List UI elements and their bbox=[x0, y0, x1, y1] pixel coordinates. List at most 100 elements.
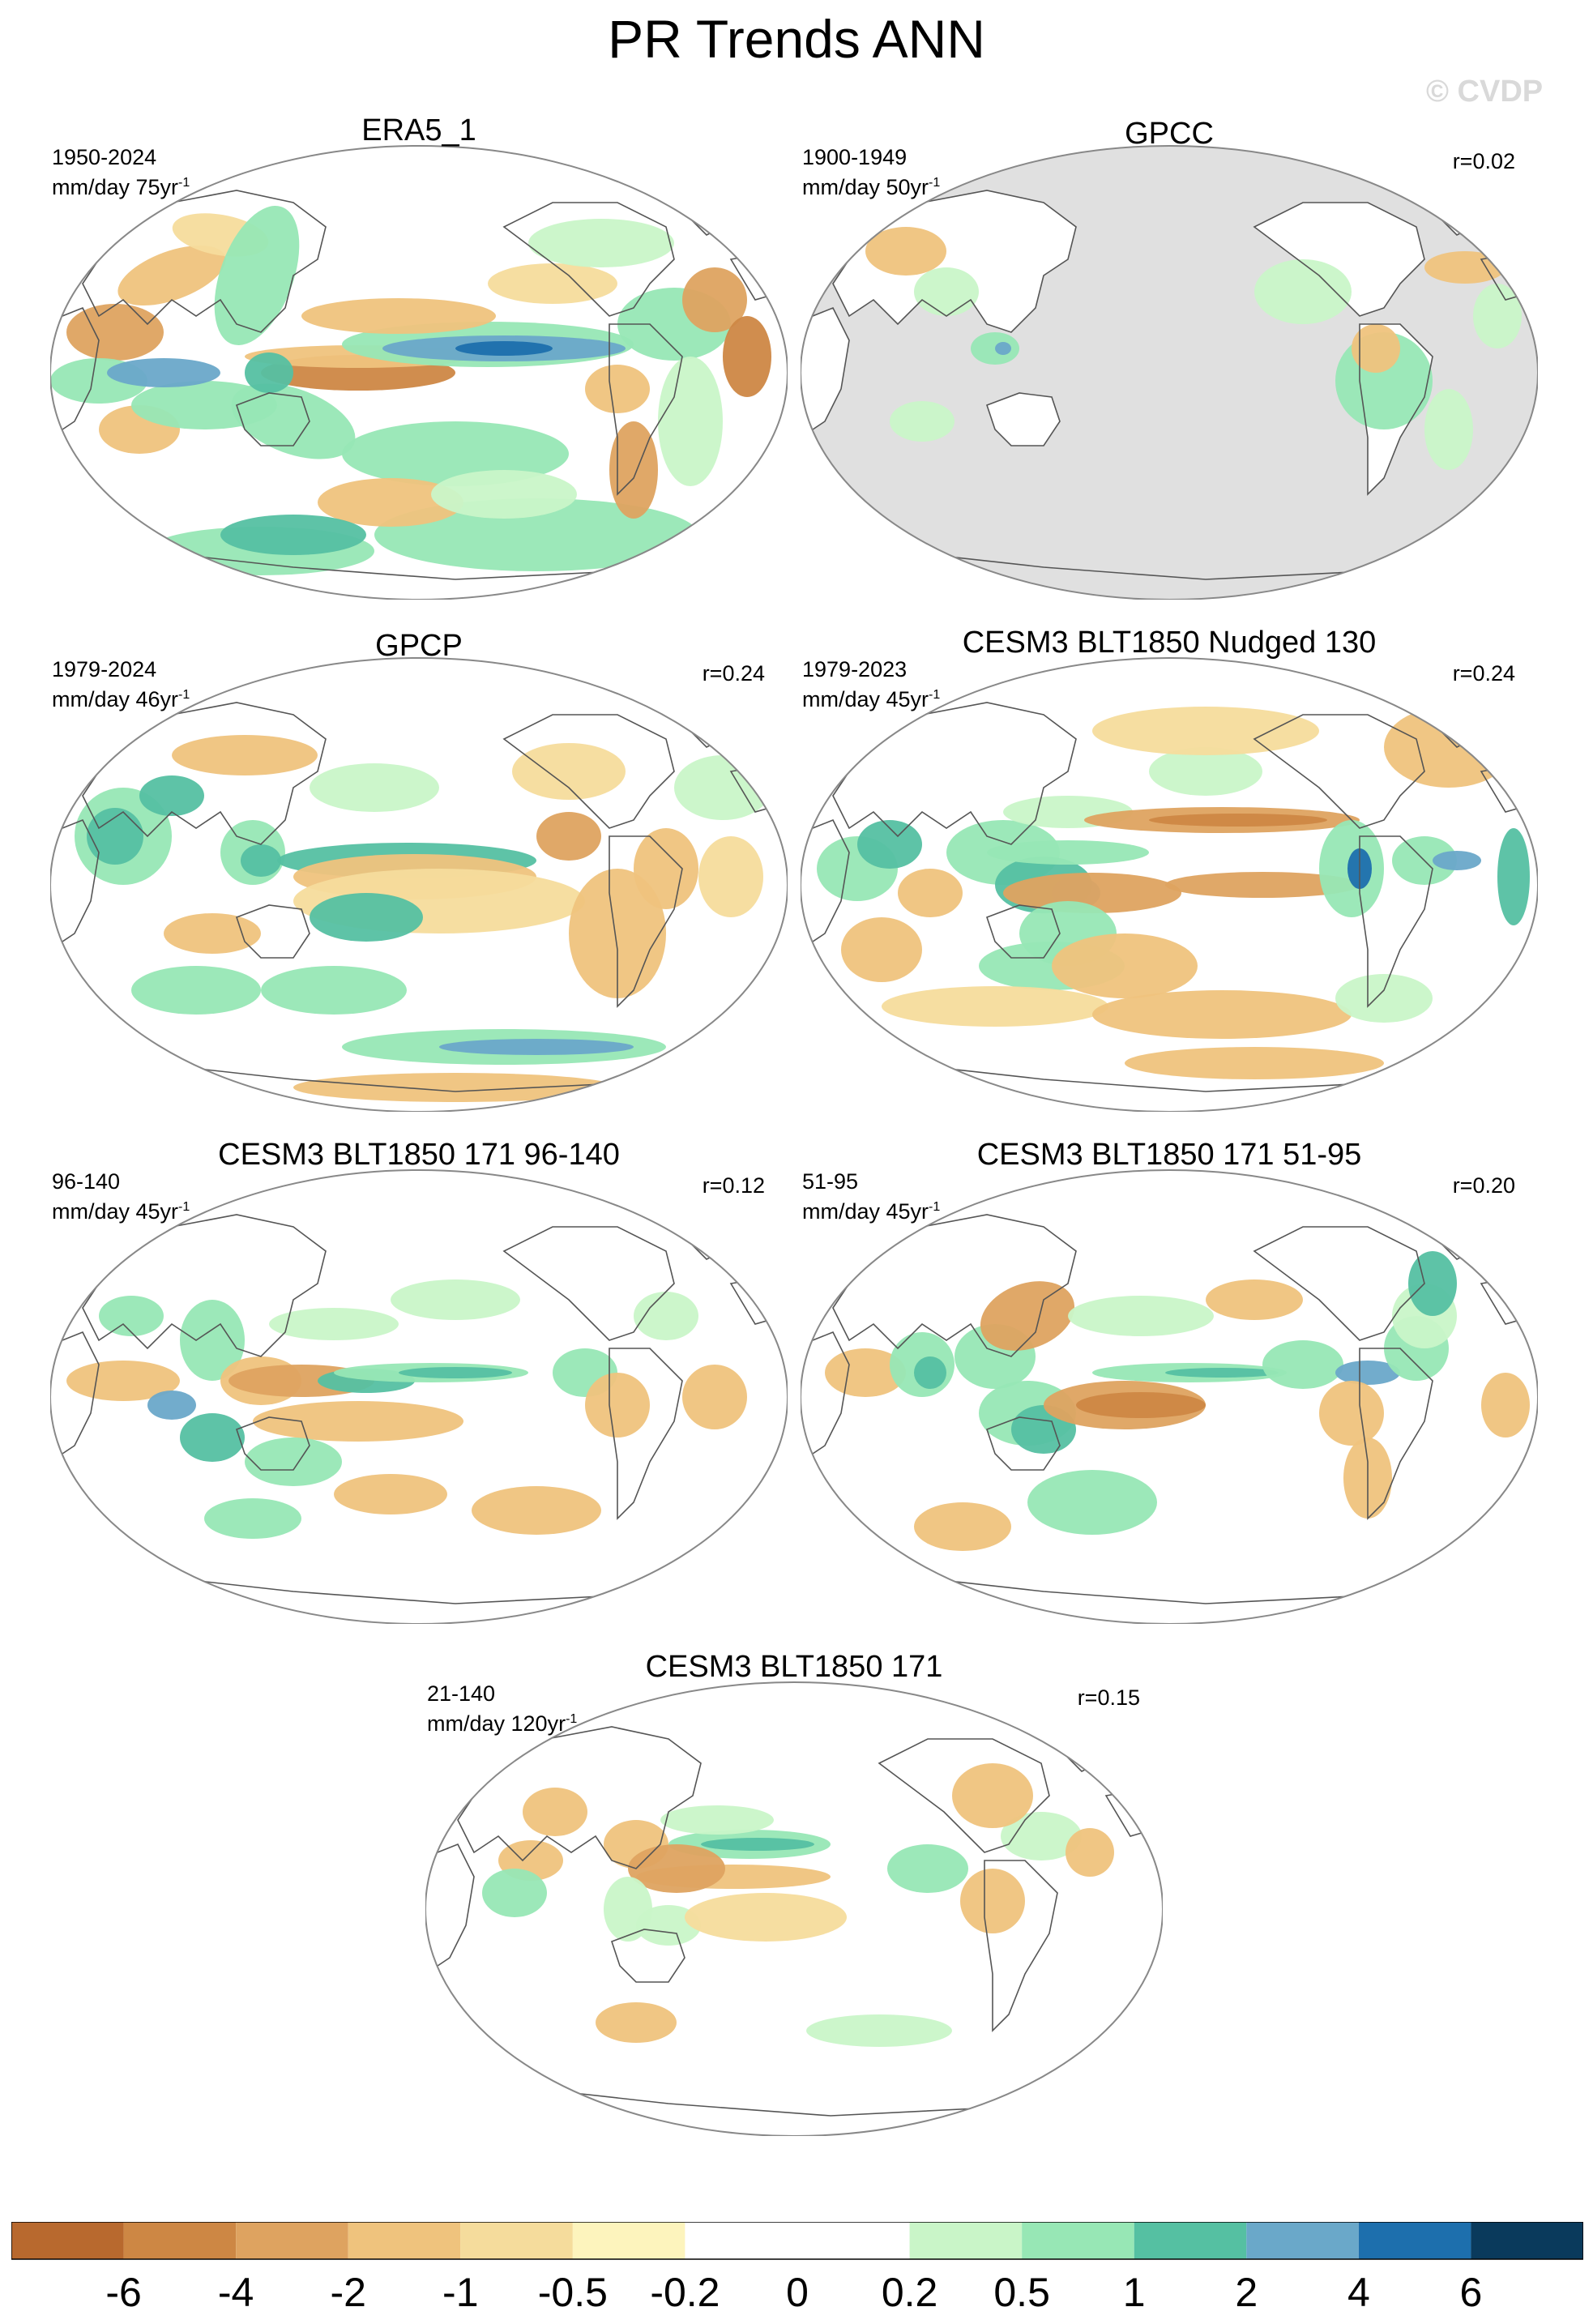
trend-contour bbox=[636, 1905, 701, 1946]
trend-contour bbox=[253, 1401, 463, 1442]
panel-title: ERA5_1 bbox=[361, 113, 476, 147]
coastline bbox=[235, 1416, 310, 1471]
colorbar-swatch bbox=[1358, 2222, 1471, 2259]
trend-contour bbox=[293, 1073, 617, 1102]
colorbar-swatch bbox=[1471, 2222, 1583, 2259]
panel-period: 51-95 bbox=[802, 1169, 859, 1194]
panel-units: mm/day 45yr-1 bbox=[802, 1199, 941, 1224]
trend-contour bbox=[857, 820, 922, 869]
trend-contour bbox=[914, 267, 979, 316]
trend-contour bbox=[585, 365, 650, 413]
panel-title: CESM3 BLT1850 171 bbox=[645, 1650, 943, 1684]
colorbar-tick-label: -6 bbox=[105, 2270, 141, 2315]
trend-contour bbox=[1165, 1368, 1279, 1378]
coastline bbox=[984, 1860, 1058, 2032]
map-panel-nudged: CESM3 BLT1850 Nudged 130 1979-2023 mm/da… bbox=[801, 626, 1538, 1112]
colorbar-frame bbox=[11, 2222, 1583, 2260]
colorbar-tick-label: 0 bbox=[786, 2270, 809, 2315]
world-map bbox=[50, 145, 788, 600]
trend-contour bbox=[1254, 259, 1352, 324]
coastline bbox=[878, 1738, 1050, 1853]
trend-contour bbox=[841, 917, 922, 982]
colorbar-swatch bbox=[1134, 2222, 1247, 2259]
trend-contour bbox=[609, 421, 658, 519]
precip-trend-field bbox=[482, 1763, 1114, 2047]
trend-contour bbox=[528, 219, 674, 267]
trend-contour bbox=[1003, 873, 1181, 913]
colorbar-swatch bbox=[572, 2222, 685, 2259]
colorbar-swatch bbox=[123, 2222, 237, 2259]
trend-contour bbox=[1424, 251, 1505, 284]
coastline bbox=[1359, 835, 1433, 1008]
coastline bbox=[609, 323, 683, 496]
coastline bbox=[50, 1331, 100, 1463]
trend-contour bbox=[439, 1039, 634, 1055]
map-border bbox=[425, 1681, 1163, 2136]
trend-contour bbox=[269, 1308, 399, 1340]
coastline bbox=[1359, 1348, 1433, 1520]
panel-units: mm/day 120yr-1 bbox=[427, 1711, 578, 1736]
trend-contour bbox=[660, 1805, 774, 1835]
precip-trend-field bbox=[801, 146, 1538, 600]
trend-contour bbox=[682, 1365, 747, 1429]
trend-contour bbox=[318, 478, 463, 527]
coastlines bbox=[50, 698, 784, 1092]
panel-units: mm/day 45yr-1 bbox=[802, 687, 941, 711]
trend-contour bbox=[1262, 1340, 1343, 1389]
panel-period: 1900-1949 bbox=[802, 145, 908, 169]
precip-trend-field bbox=[825, 1251, 1530, 1551]
trend-contour bbox=[1481, 1373, 1530, 1438]
precip-trend-field bbox=[66, 1279, 747, 1539]
map-border bbox=[801, 657, 1538, 1112]
land-area bbox=[1254, 203, 1424, 316]
trend-contour bbox=[455, 341, 553, 356]
trend-contour bbox=[628, 1844, 725, 1893]
coastline bbox=[801, 818, 850, 951]
trend-contour bbox=[310, 893, 423, 942]
coastline bbox=[1359, 323, 1433, 496]
land-area bbox=[833, 190, 1076, 332]
trend-contour bbox=[806, 2014, 952, 2047]
world-map bbox=[50, 657, 788, 1112]
colorbar-swatch bbox=[1246, 2222, 1359, 2259]
map-border bbox=[50, 145, 788, 600]
colorbar-swatch bbox=[685, 2222, 797, 2259]
colorbar-tick-label: 0.5 bbox=[993, 2270, 1050, 2315]
panel-period: 96-140 bbox=[52, 1169, 121, 1194]
land-area bbox=[801, 308, 849, 438]
trend-contour bbox=[87, 808, 143, 865]
land-area bbox=[987, 393, 1060, 446]
map-border bbox=[801, 1169, 1538, 1624]
trend-contour bbox=[472, 1486, 601, 1535]
panel-units: mm/day 50yr-1 bbox=[802, 175, 941, 199]
coastline bbox=[425, 1843, 475, 1976]
trend-contour bbox=[220, 515, 366, 555]
trend-contour bbox=[1149, 747, 1262, 796]
trend-contour bbox=[99, 1296, 164, 1336]
panel-correlation: r=0.20 bbox=[1452, 1173, 1515, 1198]
trend-contour bbox=[231, 383, 356, 459]
map-border bbox=[801, 145, 1538, 600]
panel-period: 1979-2023 bbox=[802, 657, 908, 681]
trend-contour bbox=[1473, 284, 1522, 348]
trend-contour bbox=[139, 775, 204, 816]
panel-correlation: r=0.02 bbox=[1452, 149, 1515, 173]
trend-contour bbox=[147, 1391, 196, 1420]
coastline bbox=[235, 904, 310, 959]
colorbar: -6 -4 -2 -1 -0.5 -0.2 0 0.2 0.5 1 2 4 6 bbox=[11, 2222, 1583, 2315]
coastline bbox=[82, 702, 327, 845]
trend-contour bbox=[241, 844, 281, 877]
trend-contour bbox=[310, 763, 439, 812]
panel-title: GPCC bbox=[1125, 117, 1214, 151]
trend-contour bbox=[245, 1438, 342, 1486]
colorbar-tick-label: -1 bbox=[442, 2270, 478, 2315]
map-panel-gpcc: GPCC 1900-1949 mm/day 50yr-1 r=0.02 bbox=[801, 113, 1538, 600]
coastline bbox=[609, 1348, 683, 1520]
trend-contour bbox=[634, 828, 698, 909]
trend-contour bbox=[1149, 814, 1327, 827]
trend-contour bbox=[1424, 389, 1473, 470]
trend-contour bbox=[825, 1348, 906, 1397]
colorbar-tick-label: -4 bbox=[218, 2270, 254, 2315]
colorbar-swatch bbox=[797, 2222, 910, 2259]
colorbar-tick-label: 0.2 bbox=[882, 2270, 938, 2315]
